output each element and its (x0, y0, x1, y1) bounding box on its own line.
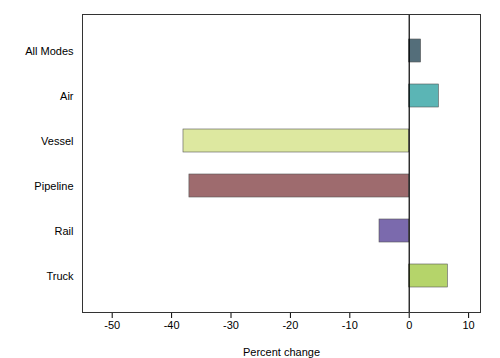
svg-text:-40: -40 (164, 319, 180, 331)
svg-text:Rail: Rail (55, 225, 74, 237)
svg-text:0: 0 (406, 319, 412, 331)
svg-text:-10: -10 (342, 319, 358, 331)
svg-text:Pipeline: Pipeline (34, 180, 73, 192)
svg-text:Truck: Truck (46, 270, 74, 282)
svg-text:All Modes: All Modes (25, 45, 74, 57)
svg-text:Percent change: Percent change (243, 346, 320, 358)
svg-text:-50: -50 (104, 319, 120, 331)
svg-text:-20: -20 (282, 319, 298, 331)
svg-text:Air: Air (60, 90, 74, 102)
svg-text:10: 10 (462, 319, 474, 331)
svg-text:-30: -30 (223, 319, 239, 331)
svg-text:Vessel: Vessel (41, 135, 73, 147)
